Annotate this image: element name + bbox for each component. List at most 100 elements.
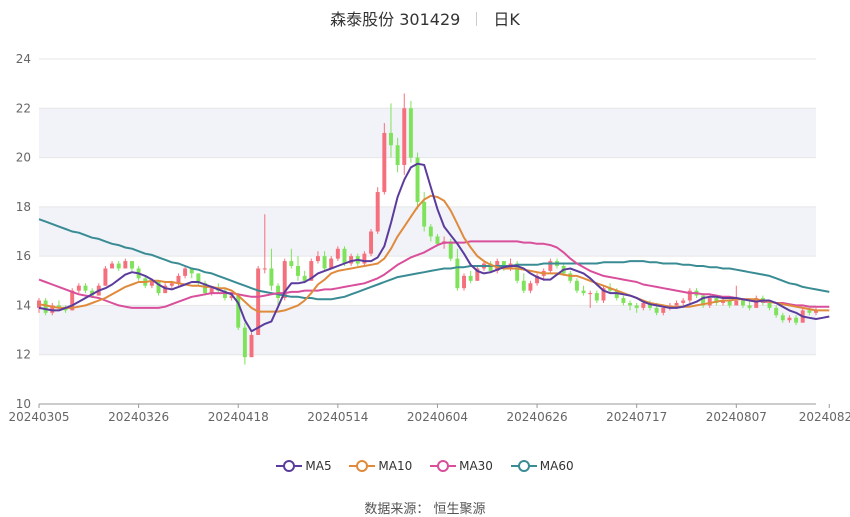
x-tick-label: 20240326 xyxy=(108,410,169,424)
candle-body xyxy=(747,305,752,308)
candle xyxy=(256,266,261,335)
y-tick-label: 14 xyxy=(16,298,31,312)
candle-body xyxy=(209,288,214,294)
candle-body xyxy=(335,248,340,259)
candle-body xyxy=(269,268,274,286)
ma10-legend-icon xyxy=(349,459,376,472)
ma30-line xyxy=(38,240,830,309)
candle-body xyxy=(780,315,785,321)
candle xyxy=(369,229,374,257)
legend-item-ma10[interactable]: MA10 xyxy=(349,458,412,473)
x-tick-label: 20240604 xyxy=(407,410,468,424)
y-tick-label: 24 xyxy=(16,52,31,66)
legend-item-ma30[interactable]: MA30 xyxy=(430,458,493,473)
candle-body xyxy=(641,302,646,308)
candle-body xyxy=(408,108,413,158)
candle-body xyxy=(727,300,732,306)
candle-body xyxy=(734,300,739,306)
candle xyxy=(475,266,480,281)
candle xyxy=(76,283,81,294)
candle-body xyxy=(767,302,772,308)
candle-body xyxy=(448,241,453,259)
period-label: 日K xyxy=(493,10,520,29)
candle-body xyxy=(103,268,108,286)
candle-body xyxy=(315,256,320,262)
candle xyxy=(634,302,639,313)
candle xyxy=(276,283,281,308)
legend-label-ma5: MA5 xyxy=(305,458,332,473)
candle xyxy=(262,214,267,274)
candle-body xyxy=(203,283,208,294)
candle xyxy=(594,290,599,303)
candle-body xyxy=(50,305,55,313)
candle-body xyxy=(634,305,639,308)
candle xyxy=(322,251,327,271)
ma30-legend-icon xyxy=(430,459,457,472)
candle-body xyxy=(329,258,334,269)
candle xyxy=(687,288,692,303)
candle xyxy=(774,305,779,318)
candle-body xyxy=(302,275,307,281)
y-axis-ticks: 10 12 14 16 18 20 22 24 xyxy=(16,52,31,411)
candle-body xyxy=(249,335,254,358)
candle-body xyxy=(462,275,467,289)
candle-body xyxy=(262,268,267,270)
candle-body xyxy=(594,293,599,301)
candle-body xyxy=(628,302,633,306)
chart-title: 森泰股份 301429 日K xyxy=(0,6,850,30)
candle-body xyxy=(229,295,234,299)
legend-item-ma60[interactable]: MA60 xyxy=(510,458,574,473)
candle xyxy=(50,302,55,316)
candle-body xyxy=(475,268,480,281)
candle-body xyxy=(342,248,347,264)
candle xyxy=(183,266,188,279)
candle-body xyxy=(687,290,692,301)
ma60-line xyxy=(38,218,830,301)
candle xyxy=(721,298,726,306)
candle-body xyxy=(521,280,526,291)
candle-body xyxy=(608,288,613,291)
candle-body xyxy=(222,290,227,299)
candle xyxy=(315,251,320,264)
candle-body xyxy=(163,285,168,294)
candle-body xyxy=(415,157,420,202)
candle-body xyxy=(714,298,719,303)
candle xyxy=(521,273,526,294)
candle xyxy=(601,285,606,303)
candle-body xyxy=(528,283,533,291)
candle xyxy=(588,290,593,308)
candle xyxy=(402,93,407,175)
candle xyxy=(395,137,400,173)
candle-body xyxy=(740,300,745,306)
candle-body xyxy=(681,300,686,303)
candle-body xyxy=(282,261,287,299)
candle xyxy=(701,293,706,308)
candle-body xyxy=(395,145,400,165)
x-tick-label: 20240717 xyxy=(606,410,667,424)
candle-body xyxy=(588,293,593,295)
candle-body xyxy=(183,268,188,276)
candle-body xyxy=(721,300,726,303)
legend-label-ma10: MA10 xyxy=(378,458,413,473)
candle-body xyxy=(37,300,41,308)
candle xyxy=(780,312,785,323)
candle-body xyxy=(189,268,194,274)
x-tick-label: 20240305 xyxy=(8,410,69,424)
candle-body xyxy=(256,268,261,335)
candle xyxy=(681,298,686,306)
candle-body xyxy=(455,258,460,289)
ma5-line xyxy=(38,162,830,333)
x-tick-label: 20240807 xyxy=(706,410,767,424)
candle-body xyxy=(83,285,88,291)
candle-body xyxy=(548,261,553,271)
legend-item-ma5[interactable]: MA5 xyxy=(276,458,332,473)
candle xyxy=(222,288,227,301)
candle xyxy=(428,224,433,242)
candle xyxy=(43,298,48,316)
x-tick-label: 20240626 xyxy=(507,410,568,424)
ma10-legend-circle xyxy=(356,459,369,472)
candle xyxy=(37,298,41,313)
candle-body xyxy=(515,263,520,281)
candle-body xyxy=(276,285,281,299)
